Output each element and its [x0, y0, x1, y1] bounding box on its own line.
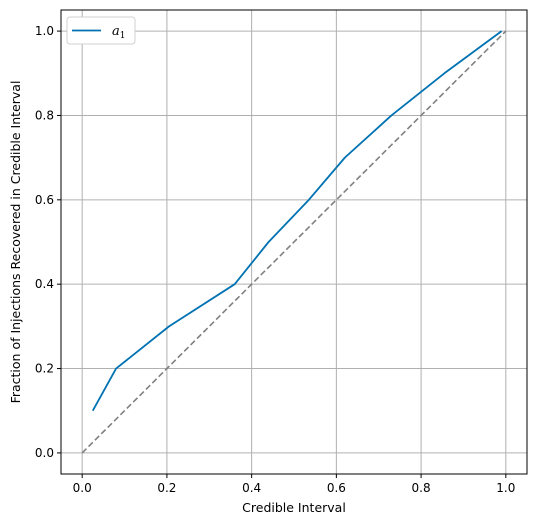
y-tick-label: 0.0 — [35, 446, 54, 460]
y-tick-label: 0.6 — [35, 193, 54, 207]
reference-diagonal-line — [81, 30, 507, 454]
series-line-a1 — [91, 30, 503, 412]
plot-frame — [60, 9, 528, 475]
x-tick-label: 0.2 — [157, 481, 176, 495]
x-tick-label: 0.6 — [327, 481, 346, 495]
legend-label: a1 — [112, 24, 126, 41]
x-tick-label: 1.0 — [496, 481, 515, 495]
series-group — [91, 30, 503, 412]
y-tick-label: 0.4 — [35, 277, 54, 291]
y-tick-label: 0.2 — [35, 362, 54, 376]
x-tick-label: 0.0 — [73, 481, 92, 495]
reference-line-group — [81, 30, 507, 454]
legend-label-subscript: 1 — [120, 31, 126, 41]
y-tick-label: 0.8 — [35, 108, 54, 122]
grid — [61, 10, 527, 474]
x-axis-label: Credible Interval — [242, 500, 346, 515]
ticks: 0.0 0.2 0.4 0.6 0.8 1.0 0.0 0.2 0.4 0.6 0.8 1.0 — [35, 24, 515, 495]
x-tick-label: 0.8 — [412, 481, 431, 495]
legend: a1 — [66, 16, 136, 45]
y-tick-label: 1.0 — [35, 24, 54, 38]
x-tick-label: 0.4 — [242, 481, 261, 495]
y-axis-label: Fraction of Injections Recovered in Cred… — [8, 81, 23, 404]
